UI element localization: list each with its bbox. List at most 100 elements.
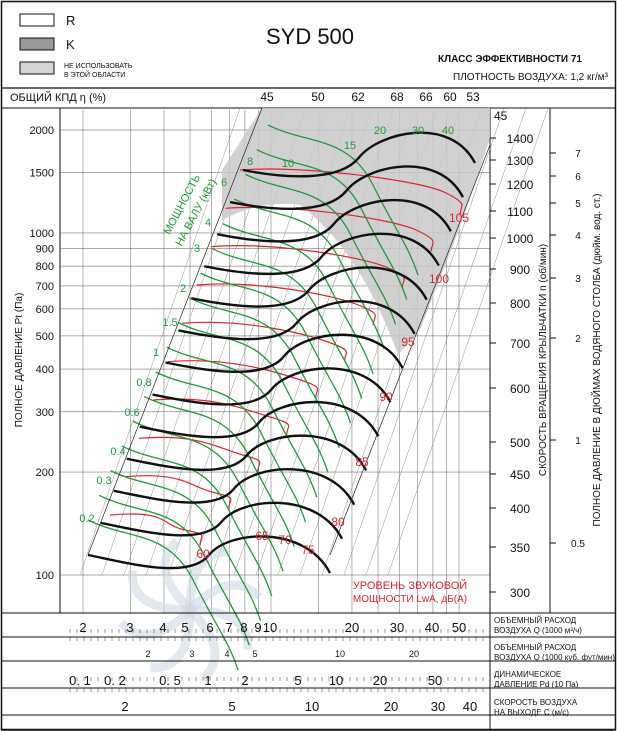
sound-value-85: 85 bbox=[355, 455, 369, 469]
eff-tick-3: 68 bbox=[390, 90, 404, 104]
rpm-curve-1300 bbox=[229, 165, 464, 210]
sound-label-1: УРОВЕНЬ ЗВУКОВОЙ bbox=[353, 579, 467, 592]
power-value-9: 4 bbox=[205, 217, 211, 229]
legend-gray-box bbox=[19, 61, 55, 75]
power-curve-7 bbox=[166, 346, 318, 498]
bottom-tick-0-7: 9 bbox=[254, 620, 261, 635]
bottom-tick-2-5: 5 bbox=[294, 673, 301, 688]
bottom-tick-1-2: 4 bbox=[224, 649, 229, 659]
efficiency-class: КЛАСС ЭФФЕКТИВНОСТИ 71 bbox=[438, 54, 582, 65]
power-value-13: 15 bbox=[344, 140, 356, 152]
power-value-6: 1.5 bbox=[162, 317, 177, 329]
power-curve-0 bbox=[87, 519, 239, 671]
bottom-tick-3-2: 10 bbox=[305, 699, 319, 714]
inch-tick-1: 6 bbox=[575, 172, 581, 183]
eff-tick-4: 66 bbox=[419, 90, 433, 104]
rpm-tick-13: 300 bbox=[510, 586, 530, 600]
sound-curve-85 bbox=[182, 321, 347, 362]
power-value-5: 1 bbox=[153, 347, 159, 359]
eff-tick-end: 45 bbox=[494, 109, 508, 123]
bottom-tick-0-1: 3 bbox=[126, 620, 133, 635]
y-tick-8: 900 bbox=[36, 244, 54, 256]
legend-k-box bbox=[19, 37, 55, 51]
bottom-tick-0-5: 7 bbox=[225, 620, 232, 635]
bottom-tick-0-9: 20 bbox=[345, 620, 359, 635]
power-curve-1 bbox=[98, 494, 250, 646]
bottom-tick-0-3: 5 bbox=[181, 620, 188, 635]
power-value-3: 0.6 bbox=[124, 407, 139, 419]
inch-tick-5: 2 bbox=[575, 334, 581, 345]
y-tick-3: 400 bbox=[36, 364, 54, 376]
sound-value-75: 75 bbox=[301, 543, 315, 557]
rpm-tick-10: 450 bbox=[510, 468, 530, 482]
rpm-curve-400 bbox=[100, 501, 344, 540]
sound-curve-95 bbox=[211, 245, 405, 289]
power-curve-15 bbox=[256, 149, 408, 300]
rpm-tick-8: 600 bbox=[510, 382, 530, 396]
bottom-tick-2-6: 10 bbox=[329, 673, 343, 688]
bottom-tick-1-3: 5 bbox=[252, 649, 257, 659]
rpm-curve-1400 bbox=[242, 131, 477, 178]
watermark-blade-7 bbox=[186, 580, 263, 614]
bottom-tick-0-8: 10 bbox=[263, 620, 277, 635]
shaft-power-curves bbox=[87, 124, 419, 671]
y-tick-10: 1500 bbox=[30, 168, 54, 180]
fan-speed-curves bbox=[87, 131, 477, 574]
efficiency-row-label: ОБЩИЙ КПД η (%) bbox=[10, 91, 106, 104]
bottom-label-2-1: ВОЗДУХА Q (1000 куб. фут/мин) bbox=[494, 653, 615, 662]
y-tick-9: 1000 bbox=[30, 228, 54, 240]
eff-tick-1: 50 bbox=[311, 90, 325, 104]
inch-tick-0: 7 bbox=[575, 149, 581, 160]
rpm-curve-500 bbox=[126, 434, 368, 472]
inch-tick-6: 1 bbox=[575, 436, 581, 447]
sound-curve-105 bbox=[239, 168, 463, 216]
eff-tick-5: 60 bbox=[443, 90, 457, 104]
rpm-curve-350 bbox=[87, 535, 332, 574]
bottom-tick-0-6: 8 bbox=[240, 620, 247, 635]
watermark-blade-5 bbox=[160, 537, 194, 614]
y-axis-label: ПОЛНОЕ ДАВЛЕНИЕ Pt (Па) bbox=[14, 293, 25, 428]
power-curve-14 bbox=[245, 173, 397, 325]
legend-r-box bbox=[19, 13, 55, 27]
legend-gray-label-2: В ЭТОЙ ОБЛАСТИ bbox=[64, 70, 125, 79]
bottom-tick-1-0: 2 bbox=[145, 649, 150, 659]
sound-curve-60 bbox=[109, 513, 203, 546]
power-curve-4 bbox=[132, 420, 284, 572]
air-density: ПЛОТНОСТЬ ВОЗДУХА: 1,2 кг/м³ bbox=[453, 72, 609, 83]
legend-r-label: R bbox=[66, 13, 75, 28]
bottom-tick-3-4: 30 bbox=[431, 699, 445, 714]
y-axis-ticks: 100 200 300 400 500 600 700 800 900 1000 1500 2000 bbox=[30, 125, 54, 582]
power-value-8: 3 bbox=[194, 243, 200, 255]
sound-curve-65 bbox=[124, 475, 232, 509]
inch-tick-7: 0.5 bbox=[571, 539, 585, 550]
bottom-tick-3-0: 2 bbox=[121, 699, 128, 714]
rpm-tick-11: 400 bbox=[510, 502, 530, 516]
bottom-tick-2-3: 1 bbox=[204, 673, 211, 688]
power-value-1: 0.3 bbox=[96, 475, 111, 487]
operating-band-outline bbox=[87, 107, 491, 556]
y-tick-11: 2000 bbox=[30, 125, 54, 137]
sound-label-2: МОЩНОСТИ LwA, дБ(А) bbox=[353, 594, 467, 605]
rpm-curve-600 bbox=[139, 400, 380, 439]
watermark-blade-1 bbox=[186, 606, 220, 683]
rpm-tick-4: 1000 bbox=[507, 232, 534, 246]
power-value-16: 40 bbox=[442, 125, 454, 137]
bottom-tick-2-2: 0. 5 bbox=[159, 673, 181, 688]
bottom-tick-2-7: 20 bbox=[373, 673, 387, 688]
sound-value-105: 105 bbox=[449, 211, 469, 225]
rpm-tick-9: 500 bbox=[510, 436, 530, 450]
rpm-tick-7: 700 bbox=[510, 337, 530, 351]
sound-value-100: 100 bbox=[429, 272, 449, 286]
rpm-tick-1: 1300 bbox=[507, 154, 534, 168]
power-value-10: 6 bbox=[221, 177, 227, 189]
power-curve-10 bbox=[200, 272, 352, 424]
sound-value-65: 65 bbox=[255, 529, 269, 543]
power-value-7: 2 bbox=[180, 283, 186, 295]
bottom-tick-2-0: 0. 1 bbox=[69, 673, 91, 688]
y-tick-5: 600 bbox=[36, 304, 54, 316]
bottom-label-1-0: ОБЪЕМНЫЙ РАСХОД bbox=[494, 616, 577, 625]
power-value-4: 0.8 bbox=[136, 377, 151, 389]
grid-diag-13 bbox=[365, 107, 527, 576]
legend-k-label: K bbox=[66, 37, 75, 52]
